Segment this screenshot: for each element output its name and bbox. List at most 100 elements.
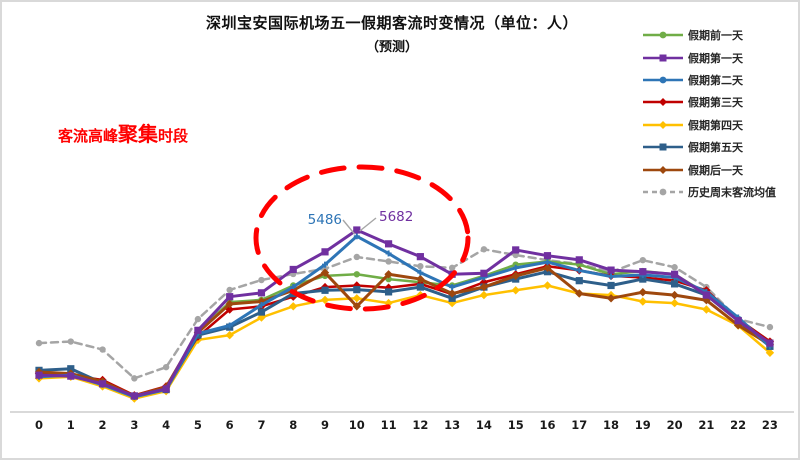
x-axis-label: 9 [321, 418, 329, 432]
data-point-marker [352, 302, 361, 311]
data-point-marker [448, 264, 456, 272]
x-axis-label: 10 [349, 418, 365, 432]
series-line-假期后一天 [37, 266, 772, 398]
data-point-marker [162, 363, 170, 371]
x-axis-label: 20 [667, 418, 683, 432]
data-point-marker [670, 290, 679, 300]
data-point-marker [766, 323, 774, 331]
legend-marker-icon [659, 120, 667, 129]
data-point-marker [416, 253, 424, 261]
data-point-marker [702, 291, 710, 299]
peak-value-label: 5682 [379, 209, 413, 225]
data-point-marker [320, 268, 330, 277]
x-axis-label: 13 [444, 418, 460, 432]
data-point-marker [543, 252, 552, 260]
x-axis-label: 6 [226, 418, 234, 432]
data-point-marker [289, 265, 297, 274]
x-axis-label: 18 [603, 418, 619, 432]
legend-marker-icon [659, 143, 667, 151]
data-point-marker [353, 253, 360, 261]
x-axis-label: 14 [476, 418, 492, 432]
series-line-假期第一天 [37, 228, 772, 398]
data-point-marker [99, 346, 106, 353]
data-point-marker [225, 299, 234, 309]
legend-line-sample [643, 54, 683, 62]
data-point-marker [448, 294, 456, 302]
data-point-marker [638, 297, 648, 306]
data-point-marker [257, 289, 266, 297]
series-line-历史周末客流均值 [37, 248, 772, 380]
data-point-marker [575, 277, 583, 285]
x-axis-label: 11 [381, 418, 397, 432]
data-point-marker [639, 256, 647, 264]
legend-label: 假期第三天 [688, 96, 743, 110]
data-point-marker [765, 348, 775, 357]
data-point-marker [606, 294, 616, 303]
legend-item-假期前一天: 假期前一天 [642, 24, 790, 46]
data-point-marker [479, 290, 489, 300]
legend-line-sample [643, 188, 683, 196]
legend-marker-icon [659, 76, 667, 84]
data-point-marker [575, 256, 583, 264]
chart-subtitle: （预测） [365, 40, 418, 55]
series-line-假期第四天 [37, 284, 772, 400]
legend-item-假期第三天: 假期第三天 [642, 91, 790, 113]
legend-marker-icon [659, 54, 667, 62]
legend-line-sample [643, 76, 683, 84]
x-axis-label: 1 [67, 418, 75, 432]
data-point-marker [67, 338, 74, 345]
data-point-marker [258, 276, 265, 284]
data-point-marker [289, 302, 298, 311]
annotation-text: 时段 [158, 127, 189, 145]
chart-legend: 假期前一天 假期第一天 假期第二天 假期第三天 假期第四天 假期第五天 假期后一天 历史周末客… [642, 24, 790, 203]
data-point-marker [353, 271, 360, 278]
legend-item-历史周末客流均值: 历史周末客流均值 [642, 181, 790, 203]
x-axis-label: 23 [762, 418, 778, 432]
peak-period-annotation: 客流高峰聚集时段 [58, 118, 188, 147]
series-line-假期第五天 [37, 270, 772, 398]
legend-label: 假期第五天 [688, 141, 743, 155]
data-point-marker [321, 248, 329, 256]
data-point-marker [385, 258, 392, 265]
legend-line-sample [643, 120, 683, 129]
legend-item-假期第四天: 假期第四天 [642, 114, 790, 136]
x-axis-label: 5 [194, 418, 202, 432]
peak-period-highlight-ellipse [253, 164, 471, 312]
data-point-marker [226, 286, 233, 294]
data-point-marker [384, 240, 393, 248]
x-axis-label: 17 [571, 418, 587, 432]
legend-label: 历史周末客流均值 [688, 185, 776, 199]
data-point-marker [131, 375, 138, 382]
data-point-marker [480, 246, 488, 253]
data-point-marker [194, 315, 202, 323]
data-point-marker [512, 246, 520, 254]
annotation-text: 聚集 [118, 122, 159, 146]
series-line-假期第三天 [37, 265, 772, 397]
legend-item-假期第一天: 假期第一天 [642, 46, 790, 68]
data-point-marker [353, 226, 361, 234]
data-point-marker [226, 293, 234, 301]
data-point-marker [162, 385, 170, 393]
data-point-marker [671, 264, 678, 271]
data-point-marker [511, 286, 520, 295]
legend-item-假期第二天: 假期第二天 [642, 69, 790, 91]
data-point-marker [671, 270, 679, 278]
data-point-marker [607, 281, 615, 290]
legend-line-sample [643, 98, 683, 107]
data-point-marker [670, 298, 679, 308]
peak-value-label: 5486 [308, 212, 342, 228]
data-point-marker [416, 283, 424, 291]
legend-label: 假期第一天 [688, 51, 743, 65]
legend-item-假期第五天: 假期第五天 [642, 136, 790, 158]
x-axis-label: 19 [635, 418, 651, 432]
legend-line-sample [643, 165, 683, 174]
annotation-text: 客流高峰 [58, 127, 119, 145]
x-axis-label: 4 [162, 418, 170, 432]
legend-label: 假期前一天 [688, 29, 743, 43]
chart-title-block: 深圳宝安国际机场五一假期客流时变情况（单位：人） （预测） [2, 12, 782, 55]
data-point-marker [479, 282, 489, 292]
legend-marker-icon [659, 98, 667, 107]
legend-marker-icon [659, 188, 667, 196]
